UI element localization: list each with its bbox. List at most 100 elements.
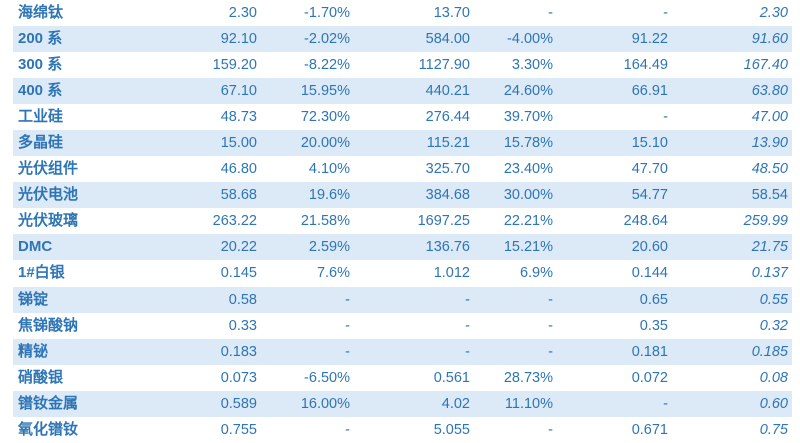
value-cell-5[interactable]: 0.072 — [631, 369, 668, 386]
value-cell-3[interactable]: 1.012 — [433, 265, 470, 282]
value-cell-5[interactable]: 0.181 — [631, 343, 668, 360]
value-cell-3[interactable]: 136.76 — [425, 239, 470, 256]
value-cell-6[interactable]: 167.40 — [743, 57, 788, 74]
value-cell-4[interactable]: - — [548, 343, 553, 360]
value-cell-1[interactable]: 20.22 — [220, 239, 257, 256]
product-label-cell[interactable]: 精铋 — [18, 342, 49, 360]
value-cell-5[interactable]: 20.60 — [631, 239, 668, 256]
value-cell-5[interactable]: 47.70 — [631, 161, 668, 178]
value-cell-2[interactable]: 72.30% — [300, 109, 350, 126]
product-label-cell[interactable]: 1#白银 — [18, 264, 65, 282]
value-cell-4[interactable]: 28.73% — [503, 369, 553, 386]
value-cell-3[interactable]: 384.68 — [425, 187, 470, 204]
value-cell-5[interactable]: 91.22 — [631, 31, 668, 48]
product-label-cell[interactable]: 焦锑酸钠 — [18, 316, 79, 334]
value-cell-5[interactable]: 0.35 — [639, 317, 668, 334]
value-cell-6[interactable]: 0.32 — [759, 317, 788, 334]
value-cell-6[interactable]: 0.08 — [759, 369, 788, 386]
value-cell-4[interactable]: 24.60% — [503, 83, 553, 100]
value-cell-5[interactable]: 164.49 — [623, 57, 668, 74]
value-cell-4[interactable]: 39.70% — [503, 109, 553, 126]
value-cell-6[interactable]: 0.185 — [751, 343, 788, 360]
value-cell-6[interactable]: 2.30 — [759, 5, 788, 21]
value-cell-5[interactable]: 0.144 — [631, 265, 668, 282]
value-cell-1[interactable]: 92.10 — [220, 31, 257, 48]
value-cell-2[interactable]: 20.00% — [300, 135, 350, 152]
product-label-cell[interactable]: 300 系 — [18, 56, 63, 74]
value-cell-4[interactable]: 15.78% — [503, 135, 553, 152]
value-cell-2[interactable]: 2.59% — [308, 239, 350, 256]
product-label-cell[interactable]: DMC — [18, 238, 53, 256]
value-cell-4[interactable]: - — [548, 317, 553, 334]
value-cell-1[interactable]: 263.22 — [212, 213, 257, 230]
value-cell-3[interactable]: 276.44 — [425, 109, 470, 126]
value-cell-3[interactable]: 1697.25 — [417, 213, 470, 230]
value-cell-1[interactable]: 0.589 — [220, 395, 257, 412]
value-cell-1[interactable]: 0.073 — [220, 369, 257, 386]
value-cell-4[interactable]: 30.00% — [503, 187, 553, 204]
product-label-cell[interactable]: 光伏电池 — [18, 186, 79, 204]
value-cell-1[interactable]: 67.10 — [220, 83, 257, 100]
value-cell-1[interactable]: 0.755 — [220, 421, 257, 438]
value-cell-3[interactable]: 0.561 — [433, 369, 470, 386]
product-label-cell[interactable]: 多晶硅 — [18, 134, 64, 152]
product-label-cell[interactable]: 光伏玻璃 — [18, 212, 79, 230]
value-cell-2[interactable]: -8.22% — [304, 57, 350, 74]
value-cell-3[interactable]: 4.02 — [441, 395, 470, 412]
value-cell-4[interactable]: 15.21% — [503, 239, 553, 256]
value-cell-3[interactable]: - — [465, 343, 470, 360]
value-cell-1[interactable]: 48.73 — [220, 109, 257, 126]
value-cell-6[interactable]: 21.75 — [751, 239, 788, 256]
value-cell-2[interactable]: -2.02% — [304, 31, 350, 48]
value-cell-2[interactable]: 21.58% — [300, 213, 350, 230]
value-cell-5[interactable]: 248.64 — [623, 213, 668, 230]
value-cell-6[interactable]: 63.80 — [751, 83, 788, 100]
value-cell-4[interactable]: - — [548, 291, 553, 308]
product-label-cell[interactable]: 400 系 — [18, 82, 63, 100]
value-cell-6[interactable]: 48.50 — [751, 161, 788, 178]
value-cell-4[interactable]: - — [548, 5, 553, 21]
value-cell-1[interactable]: 15.00 — [220, 135, 257, 152]
value-cell-1[interactable]: 0.145 — [220, 265, 257, 282]
product-label-cell[interactable]: 海绵钛 — [18, 4, 64, 21]
value-cell-2[interactable]: - — [345, 421, 350, 438]
value-cell-4[interactable]: 6.9% — [519, 265, 553, 282]
value-cell-3[interactable]: 440.21 — [425, 83, 470, 100]
value-cell-2[interactable]: -6.50% — [304, 369, 350, 386]
value-cell-3[interactable]: - — [465, 317, 470, 334]
value-cell-3[interactable]: - — [465, 291, 470, 308]
value-cell-6[interactable]: 0.75 — [759, 421, 788, 438]
value-cell-3[interactable]: 115.21 — [426, 135, 470, 152]
product-label-cell[interactable]: 工业硅 — [18, 108, 64, 126]
value-cell-2[interactable]: - — [345, 317, 350, 334]
value-cell-3[interactable]: 1127.90 — [418, 57, 470, 74]
value-cell-1[interactable]: 0.33 — [228, 317, 257, 334]
value-cell-3[interactable]: 13.70 — [433, 5, 470, 21]
product-label-cell[interactable]: 锑锭 — [18, 290, 49, 308]
product-label-cell[interactable]: 光伏组件 — [18, 160, 79, 178]
value-cell-4[interactable]: - — [548, 421, 553, 438]
value-cell-5[interactable]: 54.77 — [631, 187, 668, 204]
value-cell-5[interactable]: 0.671 — [631, 421, 668, 438]
value-cell-3[interactable]: 5.055 — [433, 421, 470, 438]
value-cell-6[interactable]: 47.00 — [751, 109, 788, 126]
value-cell-5[interactable]: 15.10 — [631, 135, 668, 152]
value-cell-5[interactable]: 66.91 — [631, 83, 668, 100]
value-cell-5[interactable]: 0.65 — [639, 291, 668, 308]
value-cell-1[interactable]: 159.20 — [212, 57, 257, 74]
value-cell-2[interactable]: - — [345, 291, 350, 308]
value-cell-4[interactable]: 22.21% — [503, 213, 553, 230]
value-cell-1[interactable]: 0.183 — [220, 343, 257, 360]
value-cell-6[interactable]: 58.54 — [751, 187, 788, 204]
value-cell-6[interactable]: 13.90 — [751, 135, 788, 152]
value-cell-5[interactable]: - — [663, 5, 668, 21]
value-cell-6[interactable]: 91.60 — [751, 31, 788, 48]
value-cell-3[interactable]: 584.00 — [425, 31, 470, 48]
value-cell-2[interactable]: -1.70% — [304, 5, 350, 21]
product-label-cell[interactable]: 200 系 — [18, 30, 63, 48]
value-cell-1[interactable]: 58.68 — [220, 187, 257, 204]
value-cell-2[interactable]: 7.6% — [316, 265, 350, 282]
value-cell-2[interactable]: 15.95% — [300, 83, 350, 100]
value-cell-4[interactable]: 11.10% — [504, 395, 553, 412]
product-label-cell[interactable]: 氧化镨钕 — [18, 420, 79, 438]
